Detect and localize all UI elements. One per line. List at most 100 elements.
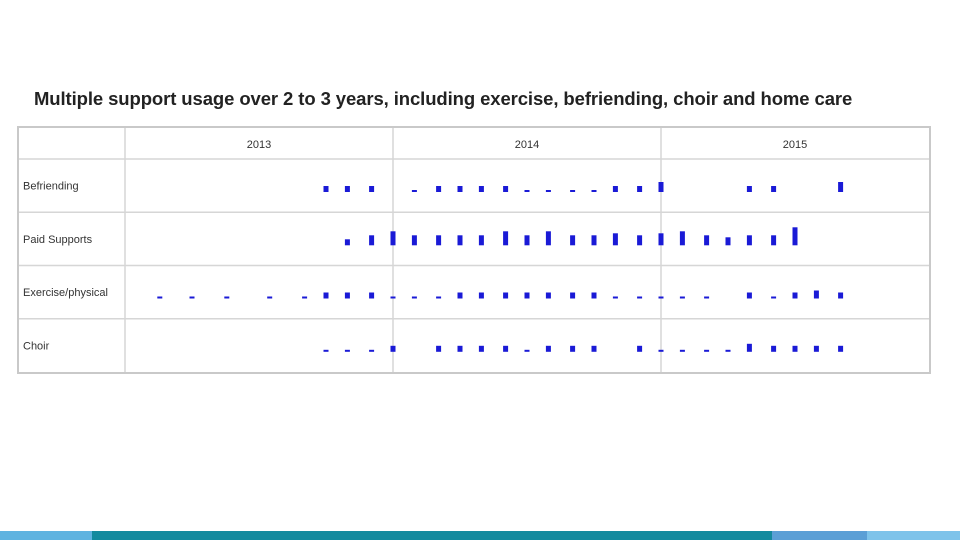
data-mark — [746, 235, 752, 246]
data-mark — [503, 345, 509, 352]
data-mark — [344, 186, 350, 192]
data-mark — [771, 296, 777, 299]
data-mark — [323, 349, 329, 352]
data-mark — [524, 349, 530, 352]
data-mark — [658, 296, 664, 299]
data-mark — [570, 235, 576, 246]
footer-bar-segment — [867, 531, 960, 540]
data-mark — [503, 292, 509, 299]
data-mark — [436, 235, 442, 246]
data-mark — [838, 345, 844, 352]
data-mark — [591, 190, 597, 192]
data-mark — [478, 292, 484, 299]
data-mark — [390, 231, 396, 246]
data-mark — [792, 345, 798, 352]
data-mark — [369, 349, 375, 352]
data-mark — [524, 292, 530, 299]
data-mark — [591, 345, 597, 352]
data-mark — [457, 292, 463, 299]
data-mark — [637, 345, 643, 352]
data-mark — [411, 296, 417, 299]
data-mark — [591, 292, 597, 299]
data-mark — [436, 296, 442, 299]
slide-title: Multiple support usage over 2 to 3 years… — [34, 88, 853, 109]
data-mark — [323, 292, 329, 299]
data-mark — [813, 290, 819, 299]
data-mark — [545, 190, 551, 192]
data-mark — [658, 233, 664, 246]
data-mark — [524, 235, 530, 246]
chart-canvas: 2013 2014 2015 Befriending Paid Supports Exer… — [19, 128, 929, 372]
data-mark — [679, 296, 685, 299]
data-mark — [704, 296, 710, 299]
data-mark — [369, 292, 375, 299]
data-mark — [503, 231, 509, 246]
series-label: Choir — [23, 340, 50, 352]
data-mark — [545, 292, 551, 299]
data-mark — [679, 349, 685, 352]
data-mark — [157, 296, 163, 299]
data-mark — [612, 296, 618, 299]
data-mark — [457, 235, 463, 246]
data-mark — [813, 345, 819, 352]
data-mark — [344, 292, 350, 299]
data-mark — [612, 233, 618, 246]
data-mark — [704, 235, 710, 246]
data-mark — [369, 235, 375, 246]
data-mark — [637, 186, 643, 192]
data-mark — [390, 296, 396, 299]
data-mark — [637, 296, 643, 299]
data-mark — [390, 345, 396, 352]
data-mark — [658, 182, 664, 192]
data-mark — [457, 186, 463, 192]
data-mark — [792, 227, 798, 246]
data-mark — [838, 182, 844, 192]
data-mark — [771, 235, 777, 246]
series-label: Paid Supports — [23, 234, 93, 246]
data-mark — [591, 235, 597, 246]
series-label: Exercise/physical — [23, 287, 108, 299]
data-mark — [746, 343, 752, 352]
data-mark — [478, 235, 484, 246]
data-mark — [792, 292, 798, 299]
data-mark — [503, 186, 509, 192]
data-mark — [267, 296, 273, 299]
data-mark — [679, 231, 685, 246]
data-mark — [344, 239, 350, 246]
data-mark — [838, 292, 844, 299]
support-usage-chart: 2013 2014 2015 Befriending Paid Supports Exer… — [17, 126, 931, 374]
data-mark — [637, 235, 643, 246]
data-mark — [302, 296, 308, 299]
data-mark — [457, 345, 463, 352]
data-mark — [436, 345, 442, 352]
data-mark — [224, 296, 230, 299]
period-label: 2013 — [247, 139, 271, 151]
data-mark — [545, 231, 551, 246]
data-mark — [612, 186, 618, 192]
data-mark — [570, 190, 576, 192]
data-mark — [545, 345, 551, 352]
data-mark — [746, 292, 752, 299]
data-mark — [323, 186, 329, 192]
period-label: 2015 — [783, 139, 807, 151]
footer-bar-segment — [0, 531, 92, 540]
data-mark — [436, 186, 442, 192]
data-mark — [725, 237, 731, 246]
data-mark — [411, 235, 417, 246]
footer-bar-segment — [772, 531, 867, 540]
data-mark — [411, 190, 417, 192]
data-mark — [478, 345, 484, 352]
footer-bar-segment — [92, 531, 772, 540]
data-mark — [771, 186, 777, 192]
data-mark — [725, 349, 731, 352]
data-mark — [771, 345, 777, 352]
slide-footer-bar — [0, 531, 960, 540]
data-mark — [369, 186, 375, 192]
data-mark — [746, 186, 752, 192]
period-label: 2014 — [515, 139, 539, 151]
data-mark — [704, 349, 710, 352]
data-mark — [524, 190, 530, 192]
data-mark — [570, 345, 576, 352]
data-mark — [189, 296, 195, 299]
data-mark — [570, 292, 576, 299]
